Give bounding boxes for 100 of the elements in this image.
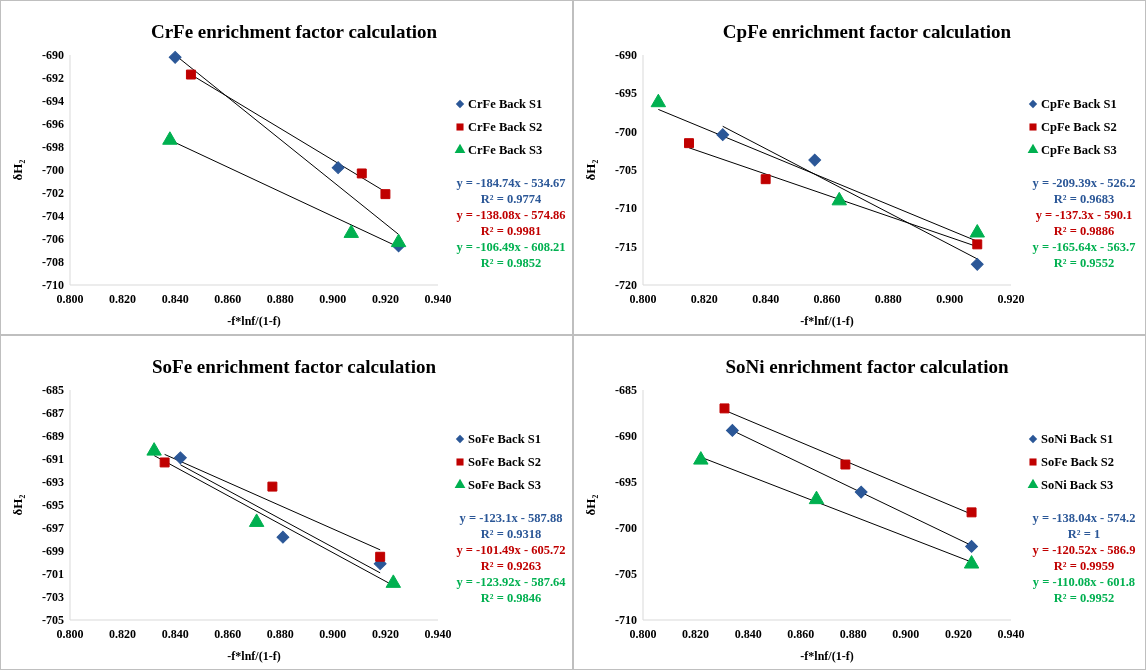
x-tick-label: 0.880 [839,627,867,641]
text: R² = 0.9981 [480,224,542,238]
chart-title: SoNi enrichment factor calculation [725,356,1009,377]
x-tick-label: 0.840 [161,627,189,641]
text: y = -123.1x - 587.88 [459,511,563,525]
x-tick-label: 0.900 [936,292,964,306]
y-tick-label: -687 [42,406,64,420]
point [159,457,170,468]
text: R² = 0.9959 [1053,559,1115,573]
legend-label: SoFe Back S2 [468,455,541,469]
point [380,189,391,200]
x-axis-title: -f*lnf/(1-f) [227,649,281,663]
point [248,513,265,527]
text: y = -138.04x - 574.2 [1032,511,1136,525]
x-tick-label: 0.880 [266,627,294,641]
x-tick-label: 0.860 [214,292,242,306]
y-tick-label: -702 [42,186,64,200]
x-tick-label: 0.860 [214,627,242,641]
x-tick-label: 0.860 [813,292,841,306]
chart-title: SoFe enrichment factor calculation [151,356,437,377]
x-tick-label: 0.840 [161,292,189,306]
point [146,442,162,456]
y-tick-label: -701 [42,567,64,581]
chart-title: CrFe enrichment factor calculation [150,21,438,42]
point [972,239,983,250]
point [965,539,978,553]
legend-label: CrFe Back S2 [468,120,543,134]
point [970,257,984,271]
point [168,50,182,64]
x-axis-title: -f*lnf/(1-f) [227,314,281,328]
text: y = -120.52x - 586.9 [1032,543,1136,557]
legend-label: CpFe Back S3 [1041,143,1117,157]
x-tick-label: 0.900 [319,292,347,306]
text: y = -101.49x - 605.72 [456,543,566,557]
point [375,551,386,562]
x-tick-label: 0.800 [56,627,84,641]
text: y = -110.08x - 601.8 [1032,575,1136,589]
y-tick-label: -695 [42,498,64,512]
point [276,530,290,544]
y-tick-label: -704 [42,209,64,223]
point [684,138,694,149]
y-tick-label: -689 [42,429,64,443]
x-axis-title: -f*lnf/(1-f) [800,649,854,663]
text: R² = 0.9318 [480,527,542,541]
text: R² = 0.9886 [1053,224,1115,238]
y-axis-title: δH₂ [583,494,598,516]
y-tick-label: -696 [42,117,64,131]
y-tick-label: -710 [615,201,637,216]
point [719,403,730,414]
x-tick-label: 0.800 [56,292,84,306]
y-tick-label: -700 [615,521,637,535]
y-tick-label: -695 [615,475,637,489]
y-tick-label: -705 [42,613,64,627]
y-tick-label: -703 [42,590,64,604]
y-tick-label: -705 [615,163,637,177]
x-tick-label: 0.920 [371,627,399,641]
x-tick-label: 0.860 [787,627,815,641]
point [966,507,977,518]
legend-label: SoFe Back S3 [468,478,541,492]
text: R² = 0.9263 [480,559,542,573]
y-tick-label: -700 [615,124,637,139]
point [343,224,359,238]
y-axis-title: δH₂ [583,159,598,181]
x-tick-label: 0.800 [629,292,657,306]
text: R² = 0.9552 [1053,256,1115,270]
y-tick-label: -690 [615,429,637,443]
y-tick-label: -685 [42,383,64,397]
x-tick-label: 0.880 [266,292,294,306]
legend-label: SoNi Back S1 [1041,432,1114,446]
x-tick-label: 0.940 [424,627,452,641]
point [693,451,709,465]
y-tick-label: -720 [615,278,637,292]
y-axis-title: δH₂ [10,159,25,181]
y-tick-label: -705 [615,567,637,581]
x-tick-label: 0.800 [629,627,657,641]
text: y = -123.92x - 587.64 [456,575,567,589]
point [760,174,771,185]
y-tick-label: -690 [42,48,64,62]
legend-label: CpFe Back S1 [1041,97,1117,111]
y-tick-label: -693 [42,475,64,489]
point [969,224,985,238]
x-tick-label: 0.820 [690,292,718,306]
point [356,168,367,179]
text: R² = 0.9852 [480,256,542,270]
legend-label: CrFe Back S1 [468,97,543,111]
x-tick-label: 0.840 [752,292,780,306]
text: y = -106.49x - 608.21 [456,240,566,254]
y-tick-label: -699 [42,544,64,558]
y-tick-label: -700 [42,163,64,177]
y-tick-label: -694 [42,94,64,108]
y-tick-label: -698 [42,140,64,154]
point [840,459,851,470]
text: y = -184.74x - 534.67 [456,176,566,190]
y-axis-title: δH₂ [10,494,25,516]
text: y = -165.64x - 563.7 [1032,240,1136,254]
x-tick-label: 0.900 [892,627,920,641]
text: y = -138.08x - 574.86 [456,208,566,222]
x-tick-label: 0.840 [734,627,762,641]
y-tick-label: -695 [615,86,637,101]
x-tick-label: 0.920 [997,292,1025,306]
